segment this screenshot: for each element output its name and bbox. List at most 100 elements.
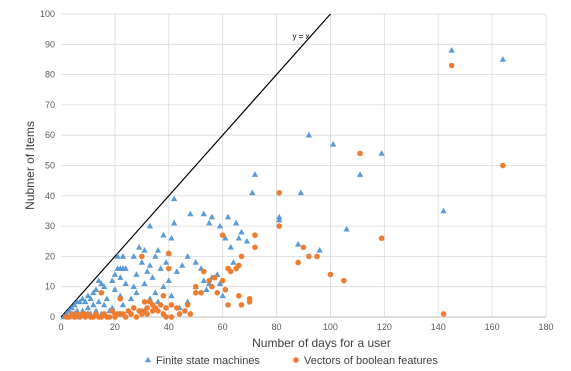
boolean-vector-point bbox=[85, 311, 91, 317]
fsm-point bbox=[243, 237, 251, 244]
fsm-point bbox=[171, 195, 178, 202]
fsm-point bbox=[95, 298, 102, 305]
legend-marker-finite-state-machines bbox=[144, 356, 152, 363]
fsm-point bbox=[378, 150, 385, 156]
boolean-vector-point bbox=[187, 311, 194, 317]
y-tick-label: 0 bbox=[50, 312, 55, 322]
boolean-vector-point bbox=[306, 253, 312, 260]
x-tick-label: 80 bbox=[272, 322, 282, 332]
fsm-point bbox=[230, 259, 237, 265]
fsm-point bbox=[171, 219, 178, 226]
fsm-point bbox=[157, 265, 164, 271]
legend-circle-icon bbox=[293, 357, 299, 363]
fsm-point bbox=[499, 56, 507, 62]
fsm-point bbox=[117, 274, 124, 280]
boolean-vector-point bbox=[74, 311, 80, 317]
y-tick-label: 20 bbox=[45, 251, 55, 261]
fsm-point bbox=[305, 131, 313, 138]
boolean-vector-point bbox=[236, 292, 242, 299]
fsm-point bbox=[130, 253, 137, 259]
fsm-point bbox=[216, 222, 224, 229]
boolean-vector-point bbox=[174, 305, 180, 311]
fsm-point bbox=[100, 301, 108, 308]
fsm-point bbox=[200, 210, 207, 217]
fsm-point bbox=[82, 298, 89, 305]
x-axis-title: Number of days for a user bbox=[252, 336, 391, 350]
boolean-vector-point bbox=[117, 296, 124, 302]
fsm-point bbox=[71, 301, 78, 308]
fsm-point bbox=[68, 304, 75, 311]
y-tick-label: 50 bbox=[45, 161, 55, 171]
y-tick-label: 100 bbox=[40, 9, 55, 19]
boolean-vector-point bbox=[209, 283, 215, 290]
boolean-vector-point bbox=[152, 305, 159, 311]
y-tick-label: 40 bbox=[45, 191, 55, 201]
fsm-point bbox=[111, 286, 119, 293]
fsm-point bbox=[440, 207, 447, 214]
x-tick-label: 120 bbox=[377, 322, 392, 332]
x-tick-label: 180 bbox=[538, 322, 553, 332]
boolean-vector-point bbox=[246, 299, 253, 305]
fsm-point bbox=[184, 253, 191, 259]
boolean-vector-point bbox=[176, 311, 183, 317]
boolean-vector-point bbox=[211, 274, 218, 281]
fsm-point bbox=[146, 222, 154, 229]
y-tick-label: 30 bbox=[45, 221, 55, 231]
boolean-vector-point bbox=[112, 311, 118, 317]
x-tick-label: 60 bbox=[218, 322, 228, 332]
grid-lines bbox=[61, 13, 547, 317]
fsm-point bbox=[79, 295, 86, 302]
boolean-vector-point bbox=[163, 305, 169, 311]
boolean-vector-point bbox=[168, 314, 175, 320]
boolean-vector-point bbox=[63, 314, 70, 320]
y-tick-label: 90 bbox=[45, 39, 55, 49]
boolean-vector-point bbox=[219, 232, 226, 238]
fsm-point bbox=[168, 292, 175, 299]
boolean-vector-point bbox=[378, 235, 385, 242]
x-tick-label: 40 bbox=[164, 322, 174, 332]
boolean-vector-point bbox=[165, 250, 172, 257]
fsm-point bbox=[200, 277, 207, 283]
fsm-point bbox=[160, 283, 167, 290]
y-tick-label: 60 bbox=[45, 130, 55, 140]
y-tick-label: 80 bbox=[45, 70, 55, 80]
fsm-point bbox=[111, 271, 119, 277]
boolean-vector-point bbox=[206, 277, 212, 284]
boolean-vector-point bbox=[440, 311, 447, 317]
tick-labels: 0 20 40 60 80 100 120 140 160 180 0 10 20 30 40 50 60 70 8… bbox=[40, 9, 554, 332]
fsm-point bbox=[152, 289, 159, 296]
legend-triangle-icon bbox=[144, 356, 152, 363]
fsm-point bbox=[141, 280, 148, 286]
fsm-point bbox=[141, 247, 148, 253]
fsm-point bbox=[92, 286, 100, 293]
boolean-vector-point bbox=[165, 265, 172, 272]
fsm-point bbox=[330, 140, 337, 147]
boolean-vector-point bbox=[219, 277, 226, 284]
boolean-vector-point bbox=[192, 283, 199, 290]
fsm-point bbox=[343, 225, 350, 232]
boolean-vector-point bbox=[227, 268, 234, 275]
boolean-vector-point bbox=[157, 302, 164, 308]
boolean-vector-point bbox=[130, 305, 137, 311]
boolean-vector-point bbox=[141, 308, 148, 314]
boolean-vector-point bbox=[79, 311, 86, 317]
fsm-point bbox=[114, 253, 121, 259]
boolean-vector-point bbox=[276, 189, 283, 196]
fsm-point bbox=[216, 280, 224, 286]
fsm-point bbox=[103, 295, 110, 302]
boolean-vector-point bbox=[90, 314, 97, 320]
boolean-vector-point bbox=[225, 302, 231, 308]
fsm-point bbox=[84, 304, 92, 311]
boolean-vector-point bbox=[184, 302, 191, 308]
fsm-point bbox=[136, 244, 143, 250]
fsm-point bbox=[356, 171, 364, 177]
boolean-vector-point bbox=[238, 253, 245, 260]
fsm-point bbox=[235, 234, 242, 241]
x-tick-label: 140 bbox=[431, 322, 446, 332]
x-tick-label: 0 bbox=[58, 322, 63, 332]
fsm-point bbox=[160, 231, 167, 238]
fsm-point bbox=[316, 247, 323, 253]
boolean-vector-point bbox=[122, 314, 129, 320]
boolean-vector-point bbox=[300, 244, 307, 251]
fsm-point bbox=[219, 292, 226, 299]
